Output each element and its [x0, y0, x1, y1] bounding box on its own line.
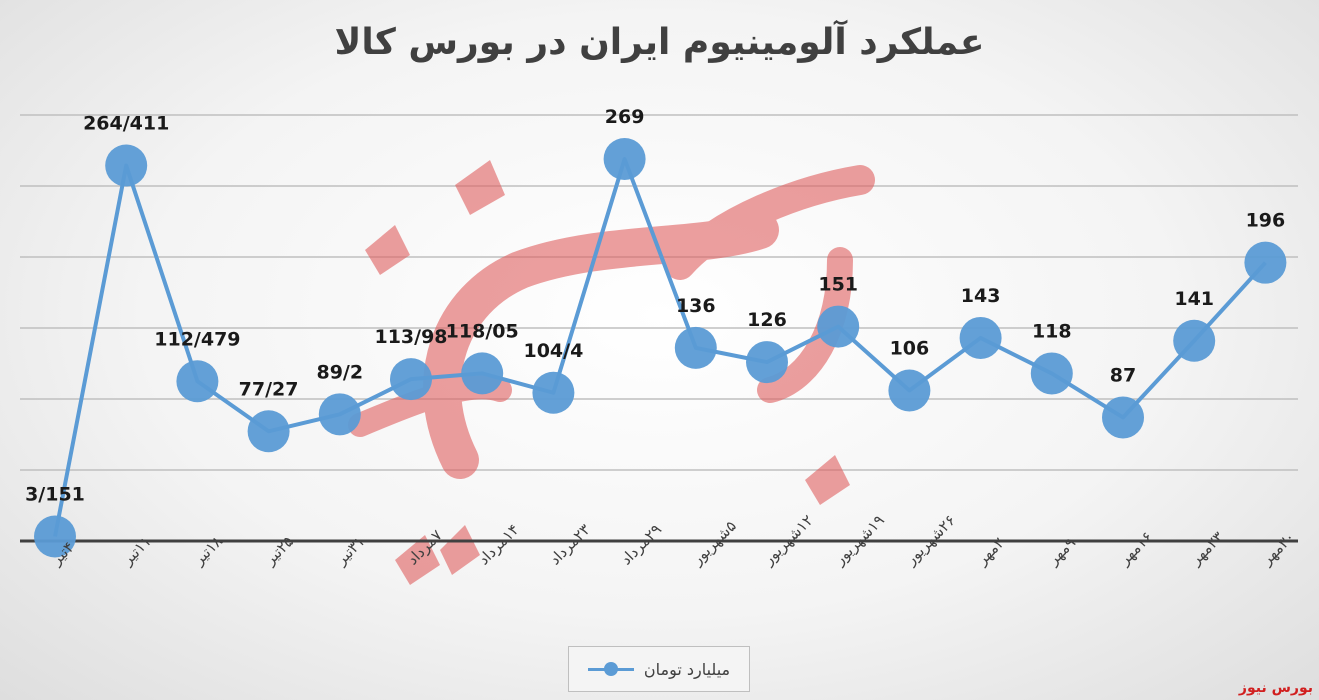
x-tick-label: ۲۳مرداد	[546, 520, 594, 568]
data-label: 136	[676, 295, 716, 317]
data-point	[674, 326, 717, 369]
data-label: 151	[818, 274, 858, 296]
data-label: 104/4	[523, 340, 583, 362]
data-label: 141	[1174, 288, 1214, 310]
data-label: 89/2	[316, 361, 363, 383]
data-label: 118/05	[446, 320, 519, 342]
data-point	[176, 360, 219, 403]
data-point	[247, 410, 290, 453]
data-label: 106	[890, 337, 930, 359]
data-point	[1244, 241, 1287, 284]
data-point	[390, 358, 432, 401]
x-tick-label: ۲مهر	[972, 534, 1008, 570]
data-point	[1102, 396, 1144, 439]
watermark-dot	[440, 525, 480, 575]
legend-marker-icon	[587, 662, 634, 676]
data-label: 126	[747, 309, 787, 331]
watermark-stroke	[757, 247, 853, 403]
x-tick-label: ۱۸تیر	[189, 532, 226, 569]
x-tick-label: ۲۳مهر	[1186, 528, 1227, 569]
data-point	[817, 305, 860, 348]
x-tick-label: ۳۱تیر	[332, 532, 369, 569]
legend-label: میلیارد تومان	[643, 659, 731, 679]
watermark-dot	[395, 535, 440, 585]
data-label: 264/411	[83, 113, 169, 135]
data-point	[959, 316, 1002, 359]
data-point	[888, 369, 931, 412]
x-tick-label: ۲۹مرداد	[617, 520, 665, 568]
data-label: 3/151	[25, 484, 85, 506]
data-labels: 3/151 264/411 112/479 77/27 89/2 113/98118/05…	[25, 106, 1285, 506]
data-point	[746, 341, 788, 384]
watermark-logo	[348, 160, 875, 585]
x-tick-label: ۵شهریور	[688, 517, 740, 569]
x-tick-label: ۱۱تیر	[118, 532, 155, 569]
data-point	[461, 352, 504, 395]
data-point	[1173, 319, 1216, 362]
watermark-stroke	[665, 165, 875, 280]
data-label: 87	[1110, 364, 1136, 386]
data-point	[532, 371, 575, 414]
data-label: 196	[1246, 210, 1286, 232]
data-point	[34, 515, 76, 558]
legend: میلیارد تومان	[568, 646, 750, 692]
data-point	[603, 138, 646, 181]
data-label: 77/27	[239, 378, 299, 400]
x-tick-label: ۱۶مهر	[1115, 528, 1156, 569]
data-label: 118	[1032, 320, 1072, 342]
x-tick-label: ۳۰مهر	[1257, 528, 1298, 569]
watermark-dot	[365, 225, 410, 275]
data-point	[318, 393, 361, 436]
x-tick-label: ۲۵تیر	[260, 532, 297, 569]
chart-title: عملکرد آلومینیوم ایران در بورس کالا	[334, 22, 985, 63]
watermark-dot	[455, 160, 505, 215]
data-label: 113/98	[374, 326, 447, 348]
watermark-dot	[805, 455, 850, 505]
data-label: 269	[605, 106, 645, 128]
data-label: 112/479	[154, 328, 240, 350]
data-label: 143	[961, 285, 1001, 307]
x-tick-label: ۱۴مرداد	[475, 520, 523, 568]
source-watermark: بورس نیوز	[1238, 680, 1313, 696]
x-tick-label: ۹مهر	[1044, 534, 1080, 570]
data-point	[105, 144, 148, 187]
data-points	[34, 138, 1287, 558]
data-point	[1030, 352, 1073, 395]
